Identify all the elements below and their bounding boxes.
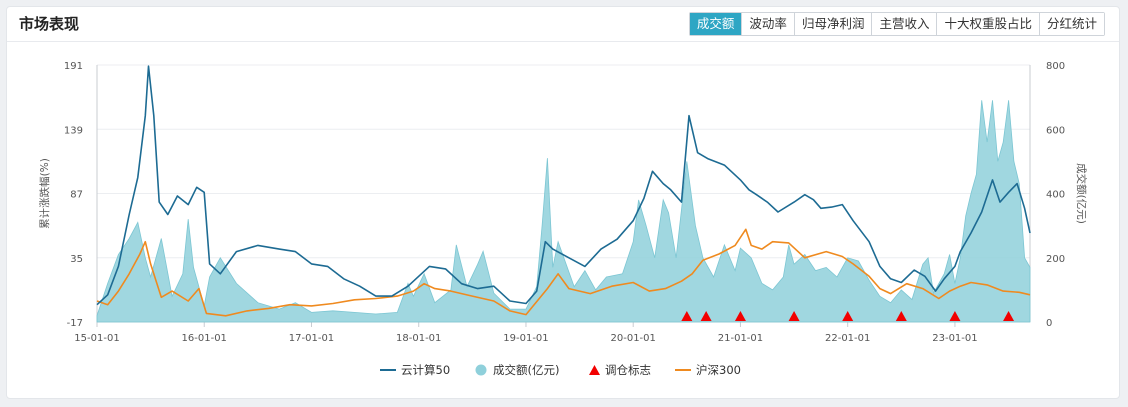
tab-net-profit[interactable]: 归母净利润 <box>793 13 872 35</box>
tab-top10-weight[interactable]: 十大权重股占比 <box>936 13 1039 35</box>
legend-label-hs300: 沪深300 <box>696 363 741 377</box>
rebalance-marker <box>788 311 800 321</box>
x-tick-label: 22-01-01 <box>825 333 870 344</box>
x-tick-label: 23-01-01 <box>932 333 977 344</box>
card-header: 市场表现 成交额 波动率 归母净利润 主营收入 十大权重股占比 分红统计 <box>7 7 1119 42</box>
rebalance-marker <box>700 311 712 321</box>
tab-turnover[interactable]: 成交额 <box>689 13 742 35</box>
series-cloud50-line <box>96 65 1031 306</box>
x-tick-label: 18-01-01 <box>396 333 441 344</box>
legend-label-marker: 调仓标志 <box>605 363 651 377</box>
y-tick-label: 191 <box>64 61 83 72</box>
rebalance-marker <box>734 311 746 321</box>
rebalance-marker <box>895 311 907 321</box>
rebalance-marker <box>1003 311 1015 321</box>
x-tick-label: 21-01-01 <box>718 333 763 344</box>
y2-tick-label: 800 <box>1046 61 1065 72</box>
x-tick-label: 19-01-01 <box>503 333 548 344</box>
series-hs300-line <box>96 228 1031 317</box>
tab-dividend[interactable]: 分红统计 <box>1038 13 1104 35</box>
card-title: 市场表现 <box>19 15 80 33</box>
y2-tick-label: 0 <box>1046 318 1052 329</box>
y2-tick-label: 600 <box>1046 125 1065 136</box>
market-performance-card: 市场表现 成交额 波动率 归母净利润 主营收入 十大权重股占比 分红统计 <box>6 6 1120 399</box>
y-axis-title: 累计涨跌幅(%) <box>38 158 51 229</box>
x-tick-label: 17-01-01 <box>289 333 334 344</box>
x-tick-label: 15-01-01 <box>74 333 119 344</box>
tab-revenue[interactable]: 主营收入 <box>871 13 937 35</box>
legend-swatch-marker <box>589 365 600 375</box>
y-tick-label: 87 <box>70 190 83 201</box>
legend-swatch-volume <box>475 364 487 376</box>
y2-tick-label: 400 <box>1046 190 1065 201</box>
rebalance-marker <box>681 311 693 321</box>
y2-tick-label: 200 <box>1046 254 1065 265</box>
tab-volatility[interactable]: 波动率 <box>741 13 794 35</box>
y-tick-label: 35 <box>70 254 83 265</box>
rebalance-marker <box>949 311 961 321</box>
rebalance-marker <box>842 311 854 321</box>
y-tick-label: -17 <box>67 318 83 329</box>
legend-label-cloud50: 云计算50 <box>401 363 450 377</box>
y2-axis-title: 成交额(亿元) <box>1075 163 1088 224</box>
y-tick-label: 139 <box>64 125 83 136</box>
legend-label-volume: 成交额(亿元) <box>493 363 559 377</box>
series-volume-area <box>96 100 1031 323</box>
x-tick-label: 20-01-01 <box>611 333 656 344</box>
tab-group: 成交额 波动率 归母净利润 主营收入 十大权重股占比 分红统计 <box>688 12 1105 36</box>
x-tick-label: 16-01-01 <box>182 333 227 344</box>
